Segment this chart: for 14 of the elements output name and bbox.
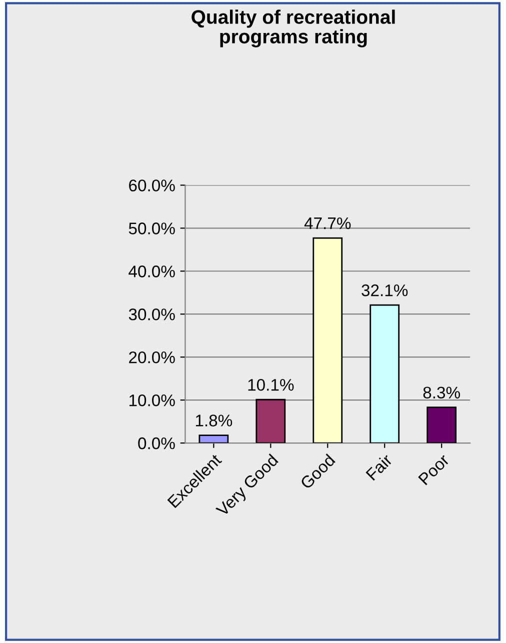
data-label: 47.7% [304, 217, 351, 230]
data-label: 10.1% [248, 378, 294, 391]
y-tick-label: 0.0% [138, 437, 175, 450]
y-tick-label: 60.0% [129, 180, 175, 192]
y-tick-label: 10.0% [129, 394, 175, 406]
chart-title: Quality of recreational programs rating [192, 10, 395, 48]
y-tick-label: 20.0% [129, 351, 175, 364]
y-tick-label: 30.0% [128, 308, 175, 320]
data-label: 32.1% [362, 284, 408, 296]
y-tick-label: 40.0% [128, 266, 175, 278]
y-tick-label: 50.0% [128, 222, 175, 234]
x-tick-label: Fair [365, 452, 394, 481]
data-label: 8.3% [423, 386, 460, 399]
data-label: 1.8% [196, 414, 232, 426]
